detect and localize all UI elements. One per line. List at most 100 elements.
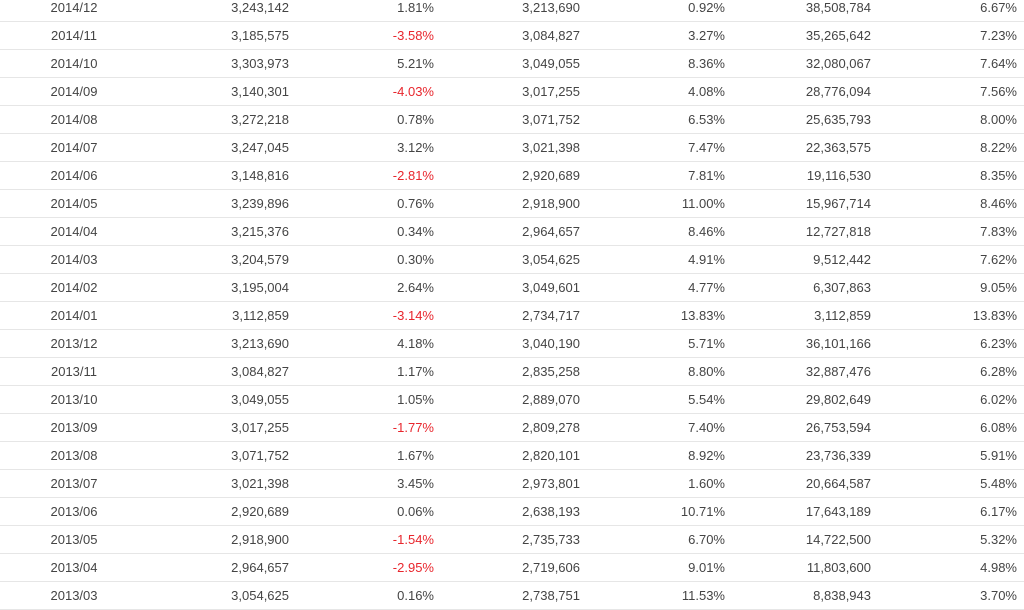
cell-value-b: 2,889,070 xyxy=(522,392,580,407)
cell-period: 2014/09 xyxy=(50,84,98,99)
cell-cumulative: 8,838,943 xyxy=(813,588,871,603)
cell-cumulative: 11,803,600 xyxy=(806,560,871,575)
table-row: 2014/02 3,195,004 2.64% 3,049,601 4.77% 6,307… xyxy=(0,274,1024,302)
cell-cumulative: 32,887,476 xyxy=(805,364,871,379)
cell-period: 2014/11 xyxy=(50,28,98,43)
cell-period: 2014/01 xyxy=(50,308,98,323)
cell-value-b: 2,738,751 xyxy=(522,588,580,603)
cell-cumulative-change: 6.02% xyxy=(980,392,1017,407)
cell-value-a: 3,084,827 xyxy=(231,364,289,379)
cell-value-a: 3,213,690 xyxy=(231,336,289,351)
cell-change-a: 0.76% xyxy=(397,196,434,211)
cell-change-a: -1.77% xyxy=(392,420,434,435)
cell-value-a: 3,239,896 xyxy=(231,196,289,211)
cell-value-b: 2,835,258 xyxy=(522,364,580,379)
cell-period: 2014/12 xyxy=(50,0,98,15)
cell-change-a: -3.14% xyxy=(392,308,434,323)
cell-value-b: 2,734,717 xyxy=(522,308,580,323)
cell-value-b: 3,071,752 xyxy=(522,112,580,127)
cell-cumulative-change: 7.23% xyxy=(980,28,1017,43)
cell-change-a: -3.58% xyxy=(392,28,434,43)
table-row: 2013/08 3,071,752 1.67% 2,820,101 8.92% 23,73… xyxy=(0,442,1024,470)
cell-value-b: 3,021,398 xyxy=(522,140,580,155)
cell-change-b: 5.54% xyxy=(688,392,725,407)
cell-value-a: 3,049,055 xyxy=(231,392,289,407)
cell-cumulative-change: 5.91% xyxy=(980,448,1017,463)
cell-change-b: 4.77% xyxy=(688,280,725,295)
cell-period: 2014/04 xyxy=(50,224,98,239)
cell-change-b: 3.27% xyxy=(688,28,725,43)
cell-period: 2013/11 xyxy=(50,364,98,379)
table-row: 2014/04 3,215,376 0.34% 2,964,657 8.46% 12,72… xyxy=(0,218,1024,246)
cell-cumulative: 12,727,818 xyxy=(805,224,871,239)
cell-period: 2013/05 xyxy=(50,532,98,547)
cell-value-a: 3,303,973 xyxy=(231,56,289,71)
cell-cumulative: 26,753,594 xyxy=(805,420,871,435)
cell-cumulative-change: 8.22% xyxy=(980,140,1017,155)
cell-cumulative: 32,080,067 xyxy=(805,56,871,71)
cell-change-b: 6.53% xyxy=(688,112,725,127)
cell-cumulative: 9,512,442 xyxy=(813,252,871,267)
cell-cumulative-change: 6.23% xyxy=(980,336,1017,351)
cell-change-a: 0.34% xyxy=(397,224,434,239)
table-row: 2013/11 3,084,827 1.17% 2,835,258 8.80% 32,88… xyxy=(0,358,1024,386)
table-row: 2013/10 3,049,055 1.05% 2,889,070 5.54% 29,80… xyxy=(0,386,1024,414)
cell-period: 2013/12 xyxy=(50,336,98,351)
cell-cumulative-change: 8.46% xyxy=(980,196,1017,211)
cell-cumulative: 36,101,166 xyxy=(805,336,871,351)
cell-value-a: 3,215,376 xyxy=(231,224,289,239)
table-row: 2014/01 3,112,859 -3.14% 2,734,717 13.83% 3,1… xyxy=(0,302,1024,330)
table-row: 2013/03 3,054,625 0.16% 2,738,751 11.53% 8,83… xyxy=(0,582,1024,610)
cell-change-b: 4.08% xyxy=(688,84,725,99)
cell-value-a: 3,195,004 xyxy=(231,280,289,295)
cell-change-b: 7.40% xyxy=(688,420,725,435)
cell-cumulative: 28,776,094 xyxy=(805,84,871,99)
table-row: 2013/07 3,021,398 3.45% 2,973,801 1.60% 20,66… xyxy=(0,470,1024,498)
cell-value-b: 2,719,606 xyxy=(522,560,580,575)
cell-period: 2014/08 xyxy=(50,112,98,127)
cell-cumulative: 14,722,500 xyxy=(805,532,871,547)
cell-cumulative-change: 8.00% xyxy=(980,112,1017,127)
cell-change-a: 0.06% xyxy=(397,504,434,519)
cell-change-b: 10.71% xyxy=(680,504,725,519)
cell-period: 2013/08 xyxy=(50,448,98,463)
cell-value-a: 3,185,575 xyxy=(231,28,289,43)
cell-cumulative-change: 5.32% xyxy=(980,532,1017,547)
cell-change-a: -1.54% xyxy=(392,532,434,547)
cell-value-b: 2,918,900 xyxy=(522,196,580,211)
table-row: 2014/05 3,239,896 0.76% 2,918,900 11.00% 15,9… xyxy=(0,190,1024,218)
cell-value-a: 2,964,657 xyxy=(231,560,289,575)
cell-value-a: 2,920,689 xyxy=(231,504,289,519)
cell-cumulative: 17,643,189 xyxy=(805,504,871,519)
cell-value-b: 2,920,689 xyxy=(522,168,580,183)
cell-period: 2014/05 xyxy=(50,196,98,211)
cell-cumulative: 19,116,530 xyxy=(806,168,871,183)
cell-change-a: 1.67% xyxy=(397,448,434,463)
cell-cumulative: 29,802,649 xyxy=(805,392,871,407)
cell-cumulative-change: 7.62% xyxy=(980,252,1017,267)
table-row: 2014/12 3,243,142 1.81% 3,213,690 0.92% 38,50… xyxy=(0,0,1024,22)
cell-value-b: 2,735,733 xyxy=(522,532,580,547)
cell-cumulative: 3,112,859 xyxy=(814,308,871,323)
cell-cumulative-change: 6.17% xyxy=(980,504,1017,519)
cell-cumulative-change: 7.56% xyxy=(980,84,1017,99)
cell-cumulative: 20,664,587 xyxy=(805,476,871,491)
cell-change-b: 1.60% xyxy=(688,476,725,491)
cell-value-a: 2,918,900 xyxy=(231,532,289,547)
cell-value-b: 3,017,255 xyxy=(522,84,580,99)
cell-period: 2013/04 xyxy=(50,560,98,575)
cell-change-b: 9.01% xyxy=(688,560,725,575)
cell-change-a: 1.05% xyxy=(397,392,434,407)
cell-value-b: 3,054,625 xyxy=(522,252,580,267)
cell-change-b: 7.47% xyxy=(688,140,725,155)
cell-value-a: 3,148,816 xyxy=(231,168,289,183)
cell-change-a: -4.03% xyxy=(392,84,434,99)
cell-change-a: 3.45% xyxy=(397,476,434,491)
cell-cumulative-change: 7.64% xyxy=(980,56,1017,71)
table-row: 2014/11 3,185,575 -3.58% 3,084,827 3.27% 35,2… xyxy=(0,22,1024,50)
cell-value-b: 2,638,193 xyxy=(522,504,580,519)
table-row: 2014/06 3,148,816 -2.81% 2,920,689 7.81% 19,1… xyxy=(0,162,1024,190)
table-row: 2013/12 3,213,690 4.18% 3,040,190 5.71% 36,10… xyxy=(0,330,1024,358)
cell-change-b: 11.00% xyxy=(681,196,725,211)
cell-change-b: 13.83% xyxy=(680,308,725,323)
